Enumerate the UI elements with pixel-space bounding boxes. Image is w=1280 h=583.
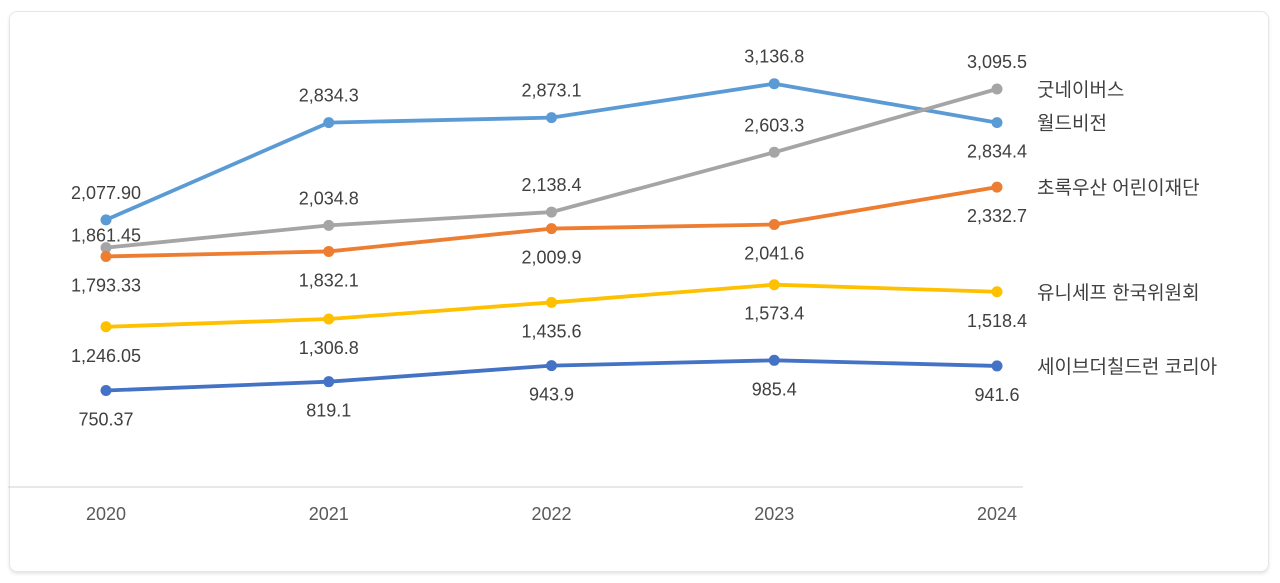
data-point (546, 223, 557, 235)
data-point (768, 354, 780, 366)
data-label: 2,332.7 (967, 206, 1027, 226)
data-label: 819.1 (306, 401, 351, 421)
data-point (546, 112, 557, 124)
data-point (100, 242, 112, 254)
series-name-label: 유니세프 한국위원회 (1037, 282, 1200, 304)
data-label: 1,573.4 (744, 304, 804, 324)
data-point (768, 78, 780, 90)
data-point (323, 117, 335, 129)
data-point (546, 296, 557, 308)
series-name-label: 월드비전 (1037, 113, 1107, 135)
data-label: 1,518.4 (967, 311, 1027, 331)
data-label: 2,041.6 (744, 244, 804, 264)
data-label: 2,077.90 (71, 183, 141, 203)
data-point (100, 250, 112, 262)
data-label: 3,095.5 (967, 52, 1027, 72)
x-axis-tick-label: 2020 (86, 504, 126, 524)
x-axis-tick-label: 2022 (531, 504, 571, 524)
data-label: 943.9 (529, 385, 574, 405)
data-label: 1,832.1 (299, 270, 359, 290)
data-label: 750.37 (78, 410, 133, 430)
data-label: 1,306.8 (299, 338, 359, 358)
data-label: 2,034.8 (299, 188, 359, 208)
series-name-label: 굿네이버스 (1037, 79, 1124, 101)
data-point (323, 313, 335, 325)
data-point (100, 214, 112, 226)
data-label: 2,834.4 (967, 142, 1027, 162)
data-label: 1,793.33 (71, 275, 141, 295)
data-point (991, 286, 1003, 298)
data-point (768, 279, 780, 291)
data-point (100, 385, 112, 397)
data-label: 3,136.8 (744, 47, 804, 67)
data-point (323, 219, 335, 231)
data-point (991, 117, 1003, 129)
data-point (546, 206, 557, 218)
data-label: 2,834.3 (299, 86, 359, 106)
data-label: 2,873.1 (521, 81, 581, 101)
data-point (323, 376, 335, 388)
series-name-label: 초록우산 어린이재단 (1037, 177, 1200, 199)
data-label: 1,861.45 (71, 226, 141, 246)
data-label: 2,603.3 (744, 115, 804, 135)
x-axis-tick-label: 2023 (754, 504, 794, 524)
data-label: 1,435.6 (521, 321, 581, 341)
data-point (991, 181, 1003, 193)
data-point (100, 321, 112, 333)
series-name-label: 세이브더칠드런 코리아 (1037, 356, 1217, 378)
data-label: 1,246.05 (71, 346, 141, 366)
x-axis-tick-label: 2024 (977, 504, 1017, 524)
data-point (768, 219, 780, 231)
data-label: 2,009.9 (521, 248, 581, 268)
data-point (991, 83, 1003, 95)
data-point (546, 360, 557, 372)
data-point (323, 245, 335, 257)
series-line-0 (104, 81, 999, 222)
x-axis-tick-label: 2021 (309, 504, 349, 524)
data-label: 941.6 (974, 385, 1019, 405)
data-label: 2,138.4 (521, 175, 581, 195)
data-point (768, 146, 780, 158)
data-label: 985.4 (752, 379, 797, 399)
series-line-2 (104, 185, 999, 259)
data-point (991, 360, 1003, 372)
